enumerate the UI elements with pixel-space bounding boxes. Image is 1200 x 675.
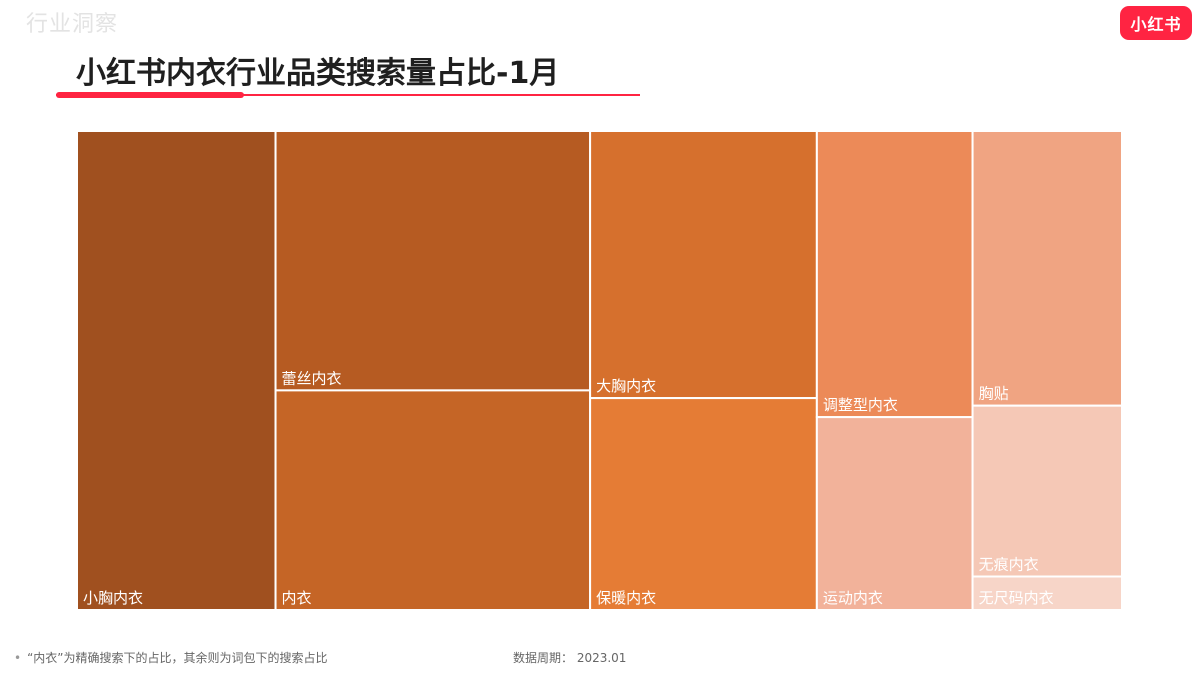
treemap-cell: 胸贴 <box>971 130 1123 407</box>
treemap-cell-label: 大胸内衣 <box>596 377 656 395</box>
treemap-cell-rect <box>971 130 1123 407</box>
treemap-cell: 无尺码内衣 <box>971 575 1123 611</box>
footnote: • “内衣”为精确搜索下的占比，其余则为词包下的搜索占比 <box>14 649 328 666</box>
xiaohongshu-logo: 小红书 <box>1120 6 1192 40</box>
treemap-cell: 调整型内衣 <box>815 130 974 419</box>
title-underline <box>56 94 640 96</box>
treemap-cell-rect <box>815 416 974 611</box>
treemap-cell-label: 无痕内衣 <box>979 556 1039 574</box>
treemap-cell-label: 无尺码内衣 <box>979 589 1054 607</box>
treemap-cell-label: 调整型内衣 <box>823 396 898 414</box>
treemap-cell-rect <box>274 389 592 612</box>
treemap-cell-label: 保暖内衣 <box>596 589 656 607</box>
treemap-cell-rect <box>274 130 592 392</box>
treemap-cell: 保暖内衣 <box>589 397 818 611</box>
treemap-cell-rect <box>589 130 818 400</box>
treemap-cell-rect <box>815 130 974 419</box>
watermark-text: 行业洞察 <box>26 12 119 37</box>
treemap-cell: 无痕内衣 <box>971 404 1123 578</box>
treemap-cell: 大胸内衣 <box>589 130 818 400</box>
bullet-dot-icon: • <box>14 651 22 665</box>
treemap-cell-label: 内衣 <box>282 589 312 607</box>
treemap-cell-rect <box>971 575 1123 611</box>
treemap-cell: 内衣 <box>274 389 592 612</box>
treemap-cell: 蕾丝内衣 <box>274 130 592 392</box>
treemap-cell: 运动内衣 <box>815 416 974 611</box>
treemap-cell-rect <box>589 397 818 611</box>
treemap-cell: 小胸内衣 <box>76 130 277 611</box>
footnote-text: “内衣”为精确搜索下的占比，其余则为词包下的搜索占比 <box>27 651 328 665</box>
treemap-cell-label: 胸贴 <box>979 385 1009 403</box>
treemap-cell-label: 运动内衣 <box>823 589 883 607</box>
treemap-cell-label: 小胸内衣 <box>83 589 143 607</box>
data-period: 数据周期： 2023.01 <box>513 651 627 665</box>
page-title: 小红书内衣行业品类搜索量占比-1月 <box>76 56 560 91</box>
treemap-cell-rect <box>76 130 277 611</box>
treemap-cell-label: 蕾丝内衣 <box>282 369 342 387</box>
title-accent-bar <box>56 92 244 98</box>
treemap-cell-rect <box>971 404 1123 578</box>
